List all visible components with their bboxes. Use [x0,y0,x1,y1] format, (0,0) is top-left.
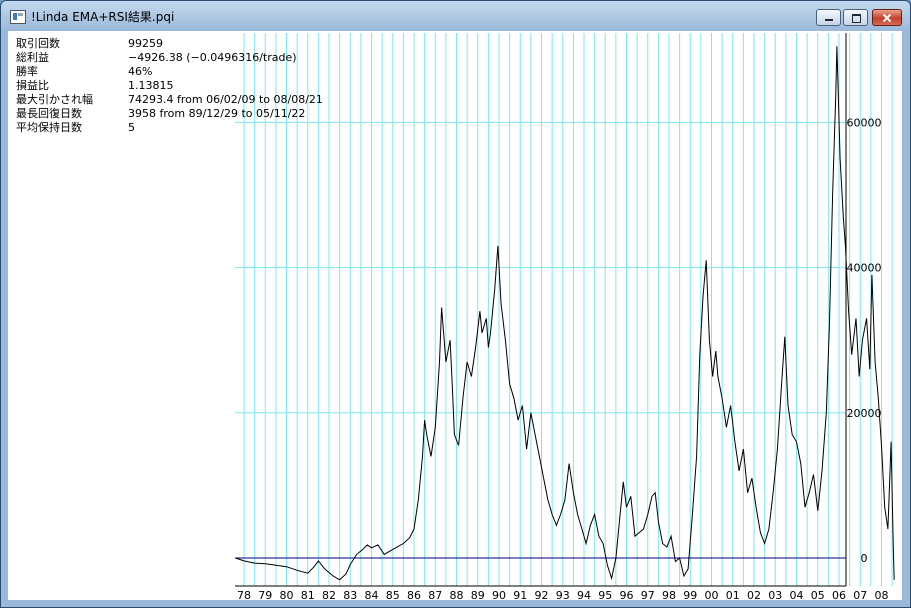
stat-label: 勝率 [16,65,38,78]
stat-value: −4926.38 (−0.0496316/trade) [128,51,297,64]
stat-value: 1.13815 [128,79,174,92]
window-title: !Linda EMA+RSI結果.pqi [31,10,175,24]
x-tick-label: 88 [450,589,464,600]
minimize-button[interactable] [816,9,841,26]
stat-label: 損益比 [16,79,49,92]
x-tick-label: 03 [768,589,782,600]
x-tick-label: 78 [237,589,251,600]
y-tick-label: 20000 [847,407,882,420]
stat-label: 最長回復日数 [16,107,82,120]
x-tick-label: 87 [428,589,442,600]
x-tick-label: 92 [535,589,549,600]
x-tick-label: 07 [853,589,867,600]
x-tick-label: 00 [705,589,719,600]
x-tick-label: 83 [343,589,357,600]
y-tick-label: 0 [861,552,868,565]
x-tick-label: 81 [301,589,315,600]
x-tick-label: 02 [747,589,761,600]
stat-value: 46% [128,65,153,78]
stat-row: 平均保持日数 5 [16,121,356,135]
x-tick-label: 04 [790,589,804,600]
stat-value: 3958 from 89/12/29 to 05/11/22 [128,107,306,120]
stats-panel: 取引回数 99259 総利益 −4926.38 (−0.0496316/trade)… [16,37,356,135]
x-tick-label: 97 [641,589,655,600]
x-tick-label: 90 [492,589,506,600]
x-tick-label: 08 [875,589,889,600]
stat-value: 74293.4 from 06/02/09 to 08/08/21 [128,93,323,106]
stat-row: 最長回復日数 3958 from 89/12/29 to 05/11/22 [16,107,356,121]
stat-label: 最大引かされ幅 [16,93,93,106]
x-tick-label: 79 [258,589,272,600]
stat-row: 損益比 1.13815 [16,79,356,93]
stat-label: 平均保持日数 [16,121,82,134]
x-tick-label: 85 [386,589,400,600]
x-tick-label: 93 [556,589,570,600]
stat-row: 取引回数 99259 [16,37,356,51]
x-tick-label: 94 [577,589,591,600]
app-window-icon[interactable] [10,10,26,24]
stat-row: 最大引かされ幅 74293.4 from 06/02/09 to 08/08/21 [16,93,356,107]
x-tick-label: 99 [683,589,697,600]
x-tick-label: 84 [365,589,379,600]
y-tick-label: 40000 [847,262,882,275]
x-tick-label: 96 [620,589,634,600]
close-button[interactable] [872,9,902,26]
stat-label: 取引回数 [16,37,60,50]
x-tick-label: 98 [662,589,676,600]
x-tick-label: 95 [598,589,612,600]
x-tick-label: 82 [322,589,336,600]
stat-label: 総利益 [16,51,49,64]
series-line [235,46,895,581]
x-tick-label: 06 [832,589,846,600]
stat-row: 勝率 46% [16,65,356,79]
x-tick-label: 01 [726,589,740,600]
title-bar[interactable]: !Linda EMA+RSI結果.pqi [1,1,910,31]
x-tick-label: 89 [471,589,485,600]
stat-row: 総利益 −4926.38 (−0.0496316/trade) [16,51,356,65]
x-tick-label: 86 [407,589,421,600]
maximize-button[interactable] [843,9,868,26]
x-tick-label: 80 [280,589,294,600]
stat-value: 99259 [128,37,163,50]
x-tick-label: 05 [811,589,825,600]
equity-chart: 78 79 80 81 82 83 84 85 86 87 88 89 90 91 92 93 94 95 96 97… [235,33,895,600]
stat-value: 5 [128,121,135,134]
y-tick-label: 60000 [847,116,882,129]
chart-area: 78 79 80 81 82 83 84 85 86 87 88 89 90 91 92 93 94 95 96 97… [8,31,902,600]
x-tick-label: 91 [513,589,527,600]
